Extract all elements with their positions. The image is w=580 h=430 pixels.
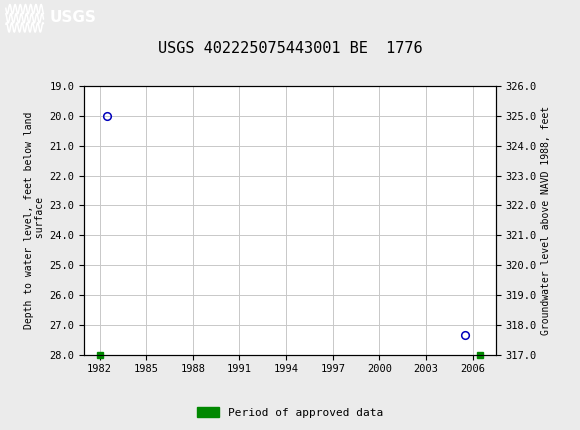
- Y-axis label: Groundwater level above NAVD 1988, feet: Groundwater level above NAVD 1988, feet: [541, 106, 551, 335]
- Legend: Period of approved data: Period of approved data: [193, 403, 387, 422]
- Text: USGS 402225075443001 BE  1776: USGS 402225075443001 BE 1776: [158, 41, 422, 56]
- Text: USGS: USGS: [49, 10, 96, 25]
- Y-axis label: Depth to water level, feet below land
 surface: Depth to water level, feet below land su…: [24, 112, 45, 329]
